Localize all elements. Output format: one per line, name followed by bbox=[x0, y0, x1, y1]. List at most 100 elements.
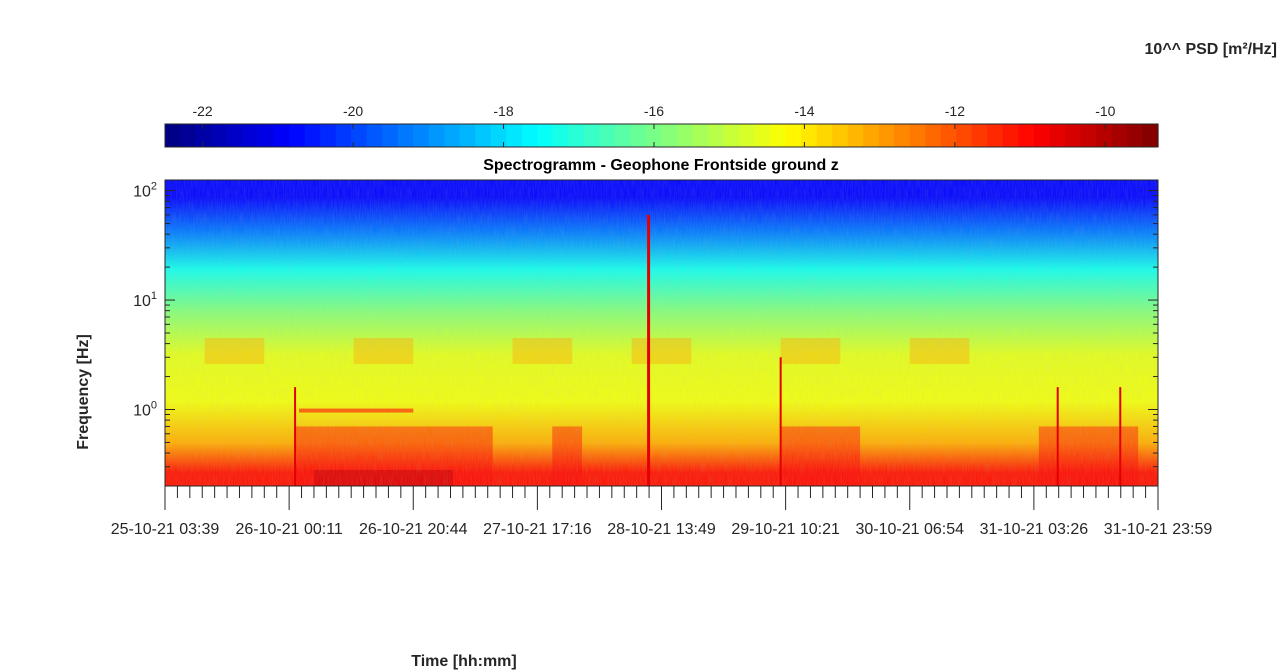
x-tick-label: 31-10-21 03:26 bbox=[980, 521, 1089, 538]
colorbar-segment bbox=[894, 124, 911, 147]
x-tick-label: 25-10-21 03:39 bbox=[111, 521, 220, 538]
colorbar-segment bbox=[863, 124, 880, 147]
chart-title: Spectrogramm - Geophone Frontside ground… bbox=[483, 157, 839, 174]
colorbar-segment bbox=[537, 124, 554, 147]
colorbar-segment bbox=[692, 124, 709, 147]
y-axis-label: Frequency [Hz] bbox=[75, 334, 92, 450]
colorbar-segment bbox=[552, 124, 570, 147]
x-tick-label: 28-10-21 13:49 bbox=[607, 521, 716, 538]
x-tick-label: 29-10-21 10:21 bbox=[731, 521, 840, 538]
spectrogram-texture bbox=[165, 180, 1158, 486]
colorbar-segment bbox=[180, 124, 197, 147]
y-tick-exponent: 0 bbox=[151, 400, 157, 412]
colorbar-segment bbox=[971, 124, 988, 147]
colorbar-segment bbox=[630, 124, 647, 147]
colorbar-segment bbox=[521, 124, 538, 147]
colorbar-tick-label: -14 bbox=[794, 103, 814, 119]
colorbar-segment bbox=[397, 124, 414, 147]
y-tick-label: 100 bbox=[133, 400, 157, 420]
spectrogram-plot bbox=[165, 180, 1158, 486]
y-tick-exponent: 2 bbox=[151, 181, 157, 193]
colorbar-segment bbox=[568, 124, 585, 147]
colorbar-segment bbox=[335, 124, 352, 147]
colorbar-segment bbox=[1126, 124, 1144, 147]
colorbar-segment bbox=[1049, 124, 1066, 147]
colorbar-tick-label: -22 bbox=[192, 103, 212, 119]
colorbar-tick-label: -16 bbox=[644, 103, 664, 119]
colorbar-segment bbox=[1018, 124, 1035, 147]
colorbar-segment bbox=[940, 124, 957, 147]
colorbar-segment bbox=[785, 124, 802, 147]
x-tick-label: 30-10-21 06:54 bbox=[855, 521, 964, 538]
x-tick-label: 26-10-21 00:11 bbox=[235, 521, 342, 538]
colorbar-segment bbox=[847, 124, 864, 147]
colorbar-segment bbox=[351, 124, 368, 147]
y-tick-base: 10 bbox=[133, 293, 151, 310]
colorbar-segment bbox=[1064, 124, 1082, 147]
colorbar-segment bbox=[925, 124, 942, 147]
colorbar-tick-label: -20 bbox=[343, 103, 363, 119]
colorbar-segment bbox=[645, 124, 663, 147]
colorbar-segment bbox=[366, 124, 383, 147]
x-axis-label: Time [hh:mm] bbox=[411, 653, 516, 670]
colorbar-segment bbox=[459, 124, 476, 147]
colorbar-segment bbox=[816, 124, 833, 147]
colorbar-segment bbox=[506, 124, 523, 147]
colorbar-segment bbox=[832, 124, 849, 147]
colorbar-segment bbox=[739, 124, 756, 147]
colorbar-segment bbox=[428, 124, 445, 147]
y-tick-exponent: 1 bbox=[151, 290, 157, 302]
colorbar-segment bbox=[490, 124, 507, 147]
colorbar-segment bbox=[1002, 124, 1019, 147]
colorbar-tick-label: -12 bbox=[945, 103, 965, 119]
colorbar-segment bbox=[723, 124, 740, 147]
colorbar-ticks: -22 -20 -18 -16 -14 -12 -10 bbox=[192, 103, 1116, 147]
colorbar bbox=[164, 123, 1159, 148]
colorbar-segment bbox=[909, 124, 926, 147]
colorbar-frame bbox=[164, 123, 1159, 148]
colorbar-segment bbox=[382, 124, 399, 147]
colorbar-segment bbox=[227, 124, 244, 147]
colorbar-segment bbox=[956, 124, 973, 147]
colorbar-segment bbox=[258, 124, 275, 147]
colorbar-segment bbox=[475, 124, 492, 147]
y-tick-base: 10 bbox=[133, 403, 151, 420]
x-tick-label: 26-10-21 20:44 bbox=[359, 521, 468, 538]
colorbar-segment bbox=[165, 124, 182, 147]
colorbar-label: 10^^ PSD [m²/Hz] bbox=[1145, 41, 1277, 58]
colorbar-segment bbox=[304, 124, 321, 147]
y-tick-label: 102 bbox=[133, 181, 157, 201]
x-axis: 25-10-21 03:39 26-10-21 00:11 26-10-21 20:… bbox=[111, 486, 1213, 538]
colorbar-tick-label: -10 bbox=[1095, 103, 1115, 119]
colorbar-segment bbox=[196, 124, 213, 147]
colorbar-segment bbox=[614, 124, 632, 147]
colorbar-segment bbox=[320, 124, 337, 147]
colorbar-segment bbox=[583, 124, 601, 147]
colorbar-segment bbox=[1142, 124, 1159, 147]
colorbar-segment bbox=[273, 124, 290, 147]
y-tick-base: 10 bbox=[133, 184, 151, 201]
colorbar-segment bbox=[1111, 124, 1128, 147]
colorbar-tick-label: -18 bbox=[493, 103, 513, 119]
colorbar-segment bbox=[754, 124, 771, 147]
colorbar-segment bbox=[289, 124, 306, 147]
colorbar-segment bbox=[444, 124, 461, 147]
colorbar-segment bbox=[987, 124, 1004, 147]
colorbar-segment bbox=[708, 124, 725, 147]
colorbar-segment bbox=[211, 124, 228, 147]
colorbar-segment bbox=[677, 124, 694, 147]
colorbar-segment bbox=[1095, 124, 1113, 147]
y-tick-label: 101 bbox=[133, 290, 157, 310]
colorbar-segment bbox=[413, 124, 430, 147]
colorbar-segment bbox=[878, 124, 895, 147]
x-tick-label: 31-10-21 23:59 bbox=[1104, 521, 1213, 538]
colorbar-segment bbox=[1033, 124, 1050, 147]
colorbar-segment bbox=[599, 124, 616, 147]
colorbar-segment bbox=[242, 124, 259, 147]
colorbar-segment bbox=[661, 124, 678, 147]
colorbar-segment bbox=[801, 124, 818, 147]
colorbar-segment bbox=[1080, 124, 1097, 147]
x-tick-label: 27-10-21 17:16 bbox=[483, 521, 592, 538]
